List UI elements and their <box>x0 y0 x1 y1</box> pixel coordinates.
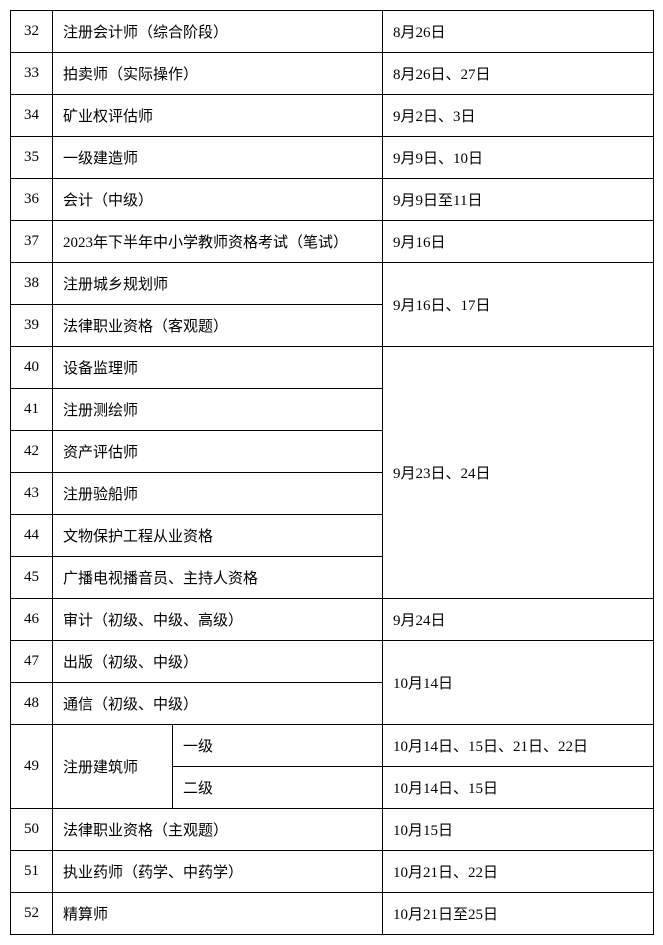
exam-name: 注册城乡规划师 <box>53 263 383 305</box>
table-row: 49 注册建筑师 一级 10月14日、15日、21日、22日 <box>11 725 654 767</box>
exam-name: 2023年下半年中小学教师资格考试（笔试） <box>53 221 383 263</box>
row-number: 47 <box>11 641 53 683</box>
exam-date: 9月23日、24日 <box>383 347 654 599</box>
exam-name: 会计（中级） <box>53 179 383 221</box>
exam-name: 注册验船师 <box>53 473 383 515</box>
table-row: 35 一级建造师 9月9日、10日 <box>11 137 654 179</box>
exam-level: 二级 <box>173 767 383 809</box>
exam-name: 通信（初级、中级） <box>53 683 383 725</box>
row-number: 37 <box>11 221 53 263</box>
exam-name: 注册建筑师 <box>53 725 173 809</box>
row-number: 33 <box>11 53 53 95</box>
row-number: 35 <box>11 137 53 179</box>
exam-name: 精算师 <box>53 893 383 935</box>
table-row: 50 法律职业资格（主观题） 10月15日 <box>11 809 654 851</box>
row-number: 50 <box>11 809 53 851</box>
row-number: 34 <box>11 95 53 137</box>
table-row: 36 会计（中级） 9月9日至11日 <box>11 179 654 221</box>
table-row: 51 执业药师（药学、中药学） 10月21日、22日 <box>11 851 654 893</box>
row-number: 46 <box>11 599 53 641</box>
row-number: 36 <box>11 179 53 221</box>
exam-name: 执业药师（药学、中药学） <box>53 851 383 893</box>
exam-date: 9月24日 <box>383 599 654 641</box>
table-row: 47 出版（初级、中级） 10月14日 <box>11 641 654 683</box>
exam-date: 10月14日 <box>383 641 654 725</box>
exam-name: 注册会计师（综合阶段） <box>53 11 383 53</box>
row-number: 42 <box>11 431 53 473</box>
exam-date: 10月21日、22日 <box>383 851 654 893</box>
row-number: 45 <box>11 557 53 599</box>
exam-schedule-table: 32 注册会计师（综合阶段） 8月26日 33 拍卖师（实际操作） 8月26日、… <box>10 10 654 935</box>
exam-name: 矿业权评估师 <box>53 95 383 137</box>
row-number: 43 <box>11 473 53 515</box>
exam-name: 注册测绘师 <box>53 389 383 431</box>
row-number: 40 <box>11 347 53 389</box>
exam-level: 一级 <box>173 725 383 767</box>
row-number: 48 <box>11 683 53 725</box>
exam-name: 出版（初级、中级） <box>53 641 383 683</box>
table-row: 46 审计（初级、中级、高级） 9月24日 <box>11 599 654 641</box>
table-row: 33 拍卖师（实际操作） 8月26日、27日 <box>11 53 654 95</box>
exam-name: 拍卖师（实际操作） <box>53 53 383 95</box>
exam-date: 10月14日、15日、21日、22日 <box>383 725 654 767</box>
row-number: 44 <box>11 515 53 557</box>
exam-name: 法律职业资格（客观题） <box>53 305 383 347</box>
row-number: 32 <box>11 11 53 53</box>
exam-date: 8月26日 <box>383 11 654 53</box>
row-number: 38 <box>11 263 53 305</box>
exam-date: 10月15日 <box>383 809 654 851</box>
exam-date: 9月2日、3日 <box>383 95 654 137</box>
exam-name: 资产评估师 <box>53 431 383 473</box>
exam-date: 9月16日、17日 <box>383 263 654 347</box>
exam-date: 9月9日至11日 <box>383 179 654 221</box>
row-number: 49 <box>11 725 53 809</box>
row-number: 51 <box>11 851 53 893</box>
exam-name: 一级建造师 <box>53 137 383 179</box>
exam-name: 设备监理师 <box>53 347 383 389</box>
exam-date: 10月14日、15日 <box>383 767 654 809</box>
exam-date: 9月9日、10日 <box>383 137 654 179</box>
table-row: 40 设备监理师 9月23日、24日 <box>11 347 654 389</box>
table-row: 32 注册会计师（综合阶段） 8月26日 <box>11 11 654 53</box>
table-row: 34 矿业权评估师 9月2日、3日 <box>11 95 654 137</box>
exam-name: 广播电视播音员、主持人资格 <box>53 557 383 599</box>
exam-name: 审计（初级、中级、高级） <box>53 599 383 641</box>
row-number: 41 <box>11 389 53 431</box>
exam-date: 8月26日、27日 <box>383 53 654 95</box>
exam-date: 9月16日 <box>383 221 654 263</box>
row-number: 52 <box>11 893 53 935</box>
exam-name: 文物保护工程从业资格 <box>53 515 383 557</box>
table-row: 52 精算师 10月21日至25日 <box>11 893 654 935</box>
exam-date: 10月21日至25日 <box>383 893 654 935</box>
table-row: 37 2023年下半年中小学教师资格考试（笔试） 9月16日 <box>11 221 654 263</box>
row-number: 39 <box>11 305 53 347</box>
table-row: 38 注册城乡规划师 9月16日、17日 <box>11 263 654 305</box>
exam-name: 法律职业资格（主观题） <box>53 809 383 851</box>
